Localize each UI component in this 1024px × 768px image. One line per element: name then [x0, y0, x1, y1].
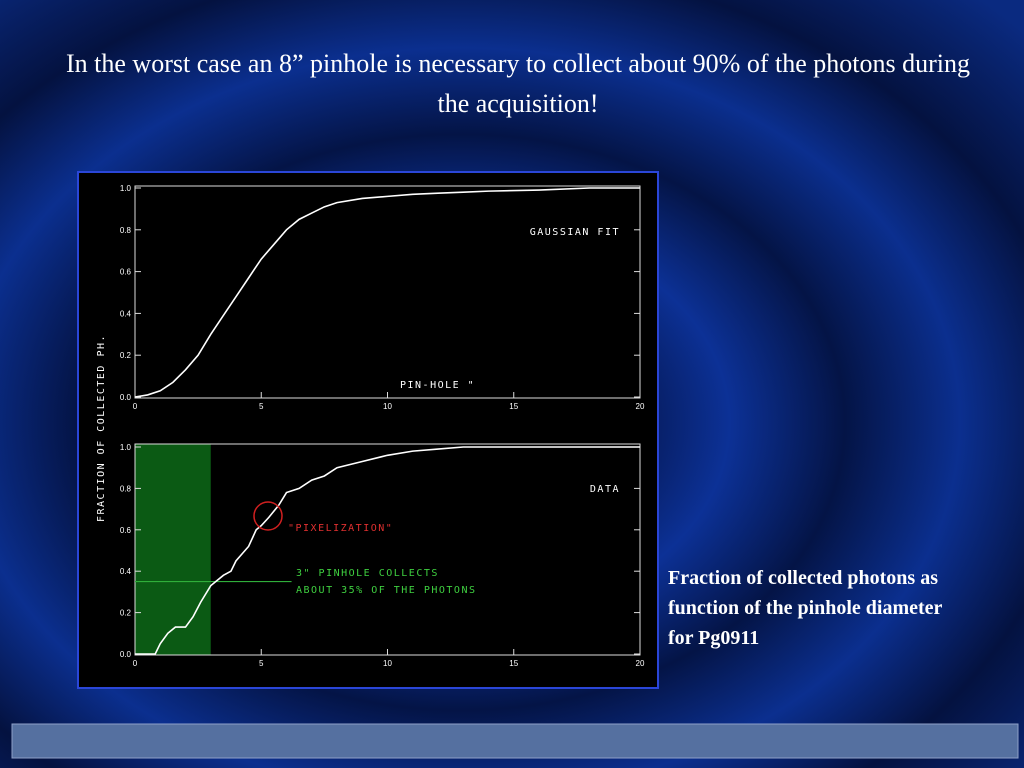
- x-tick-label: 20: [636, 659, 645, 668]
- y-tick-label: 0.2: [120, 609, 132, 618]
- y-tick-label: 0.8: [120, 484, 132, 493]
- annotation: 3" PINHOLE COLLECTS: [296, 568, 439, 579]
- y-tick-label: 0.0: [120, 393, 132, 402]
- y-tick-label: 1.0: [120, 184, 132, 193]
- x-tick-label: 15: [509, 402, 518, 411]
- annotation: "PIXELIZATION": [288, 523, 393, 534]
- annotation: ABOUT 35% OF THE PHOTONS: [296, 585, 477, 596]
- y-tick-label: 0.0: [120, 650, 132, 659]
- slide-title: In the worst case an 8” pinhole is neces…: [66, 49, 970, 118]
- x-tick-label: 5: [259, 402, 264, 411]
- footer-bar: [11, 723, 1019, 759]
- caption: Fraction of collected photons as function…: [668, 567, 943, 649]
- x-tick-label: 0: [133, 402, 138, 411]
- series-label: GAUSSIAN FIT: [530, 227, 620, 238]
- y-tick-label: 0.2: [120, 351, 132, 360]
- x-tick-label: 15: [509, 659, 518, 668]
- highlight-region: [135, 444, 211, 655]
- x-tick-label: 0: [133, 659, 138, 668]
- x-tick-label: 20: [636, 402, 645, 411]
- x-tick-label: 5: [259, 659, 264, 668]
- y-tick-label: 0.4: [120, 309, 132, 318]
- data-line: [135, 446, 640, 655]
- y-axis-label: FRACTION OF COLLECTED PH.: [96, 334, 107, 522]
- x-tick-label: 10: [383, 659, 392, 668]
- x-tick-label: 10: [383, 402, 392, 411]
- y-tick-label: 0.6: [120, 526, 132, 535]
- y-tick-label: 1.0: [120, 443, 132, 452]
- series-label: DATA: [590, 484, 620, 495]
- y-tick-label: 0.8: [120, 226, 132, 235]
- annotation: PIN-HOLE ": [400, 380, 475, 391]
- data-line: [134, 187, 640, 398]
- y-tick-label: 0.4: [120, 567, 132, 576]
- y-tick-label: 0.6: [120, 268, 132, 277]
- pixelization-circle: [253, 501, 283, 531]
